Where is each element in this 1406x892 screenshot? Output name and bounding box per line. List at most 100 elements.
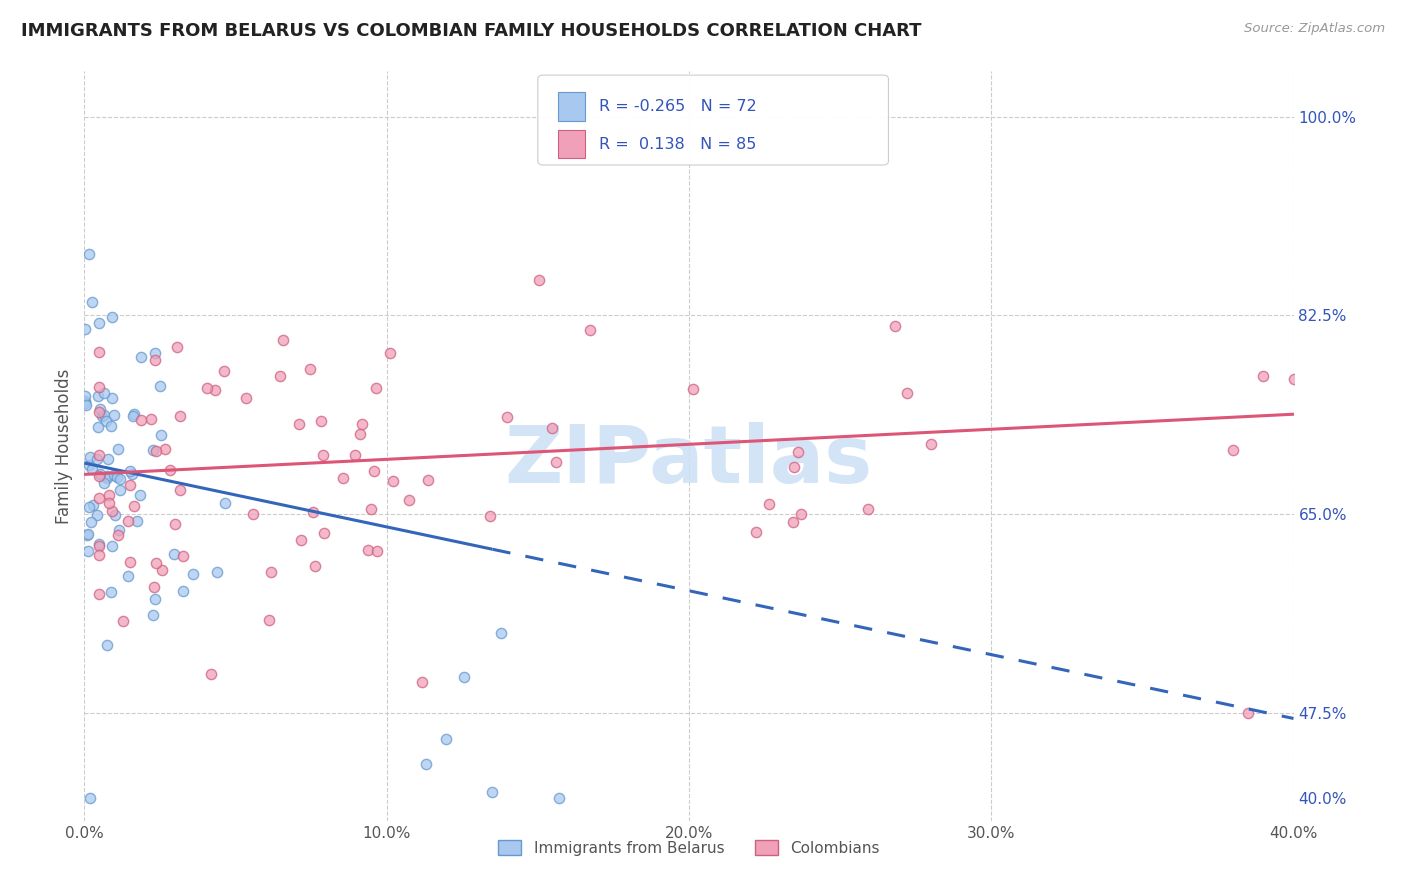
Point <box>75 393 97 408</box>
Point <box>343 448 366 462</box>
Point <box>97 452 120 467</box>
Point <box>312 525 335 540</box>
Point <box>478 508 501 523</box>
Point <box>89 469 111 483</box>
Point <box>418 473 440 487</box>
Point <box>94 414 117 428</box>
FancyBboxPatch shape <box>538 75 889 165</box>
Point <box>76 399 98 413</box>
Point <box>143 580 166 594</box>
Point <box>491 626 513 640</box>
Point <box>89 467 111 481</box>
Point <box>790 507 813 521</box>
Point <box>100 585 122 599</box>
Point <box>89 549 111 563</box>
Point <box>481 785 503 799</box>
Point <box>1237 706 1260 720</box>
Point <box>77 500 100 514</box>
FancyBboxPatch shape <box>558 93 585 120</box>
Text: ZIPatlas: ZIPatlas <box>505 422 873 500</box>
Point <box>548 791 571 805</box>
FancyBboxPatch shape <box>558 130 585 158</box>
Point <box>89 405 111 419</box>
Point <box>96 468 118 483</box>
Point <box>744 524 766 539</box>
Point <box>87 420 110 434</box>
Point <box>172 583 194 598</box>
Text: IMMIGRANTS FROM BELARUS VS COLOMBIAN FAMILY HOUSEHOLDS CORRELATION CHART: IMMIGRANTS FROM BELARUS VS COLOMBIAN FAM… <box>21 22 921 40</box>
Point <box>77 543 100 558</box>
Point <box>79 450 101 464</box>
Point <box>143 591 166 606</box>
Point <box>131 413 153 427</box>
Point <box>1282 372 1305 386</box>
Y-axis label: Family Households: Family Households <box>55 368 73 524</box>
Point <box>312 448 335 462</box>
Point <box>143 346 166 360</box>
Point <box>434 732 457 747</box>
Point <box>311 414 333 428</box>
Point <box>77 458 100 473</box>
Point <box>89 587 111 601</box>
Point <box>142 607 165 622</box>
Point <box>541 421 564 435</box>
Point <box>896 386 918 401</box>
Point <box>1253 369 1275 384</box>
Point <box>118 464 141 478</box>
Point <box>80 515 103 529</box>
Point <box>366 543 388 558</box>
Point <box>159 463 181 477</box>
Point <box>103 408 125 422</box>
Point <box>415 757 437 772</box>
Point <box>97 488 120 502</box>
Point <box>214 364 236 378</box>
Point <box>89 401 111 416</box>
Point <box>100 391 122 405</box>
Point <box>122 499 145 513</box>
Point <box>163 547 186 561</box>
Point <box>87 316 110 330</box>
Point <box>153 442 176 456</box>
Point <box>145 556 167 570</box>
Point <box>107 469 129 483</box>
Point <box>149 379 172 393</box>
Point <box>920 437 942 451</box>
Point <box>380 346 402 360</box>
Point <box>398 492 420 507</box>
Point <box>269 368 291 383</box>
Point <box>453 670 475 684</box>
Point <box>304 558 326 573</box>
Point <box>165 517 187 532</box>
Point <box>111 614 134 628</box>
Point <box>195 381 218 395</box>
Point <box>86 508 108 523</box>
Point <box>101 504 124 518</box>
Point <box>122 408 145 422</box>
Point <box>121 409 143 423</box>
Point <box>204 383 226 397</box>
Point <box>257 613 280 627</box>
Point <box>884 318 907 333</box>
Point <box>200 667 222 681</box>
Point <box>93 408 115 422</box>
Point <box>100 419 122 434</box>
Point <box>97 496 120 510</box>
Point <box>364 381 387 395</box>
Point <box>93 385 115 400</box>
Point <box>783 459 806 474</box>
Point <box>89 379 111 393</box>
Point <box>86 451 108 466</box>
Point <box>302 505 325 519</box>
Point <box>117 569 139 583</box>
Point <box>357 543 380 558</box>
Point <box>82 295 104 310</box>
Point <box>75 389 97 403</box>
Point <box>101 539 124 553</box>
Point <box>108 472 131 486</box>
Point <box>856 501 879 516</box>
Point <box>578 323 600 337</box>
Point <box>290 533 312 547</box>
Text: R =  0.138   N = 85: R = 0.138 N = 85 <box>599 136 756 152</box>
Point <box>75 322 97 336</box>
Point <box>120 478 142 492</box>
